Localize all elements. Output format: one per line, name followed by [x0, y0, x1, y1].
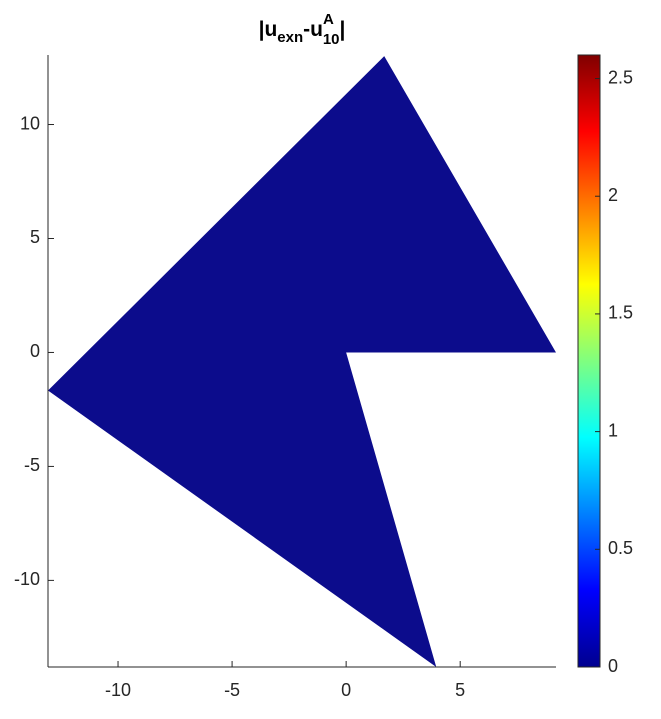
title-part: exn [277, 29, 303, 46]
x-tick-label: -10 [105, 680, 131, 700]
colorbar-tick-label: 2.5 [608, 67, 633, 87]
title-part: A [323, 11, 334, 28]
title-part: 10 [323, 31, 340, 48]
y-tick-label: 10 [20, 113, 40, 133]
y-tick-label: 0 [30, 341, 40, 361]
colorbar [577, 54, 601, 668]
title-part: -u [303, 18, 323, 41]
colorbar-tick-label: 2 [608, 185, 618, 205]
title-part: | [340, 18, 346, 41]
y-tick-label: -5 [24, 455, 40, 475]
colorbar-tick-label: 1.5 [608, 303, 633, 323]
y-tick-label: -10 [14, 569, 40, 589]
colorbar-tick-label: 0 [608, 656, 618, 676]
title-part: |u [259, 18, 278, 41]
colorbar-tick-label: 1 [608, 420, 618, 440]
colorbar-tick-label: 0.5 [608, 538, 633, 558]
x-tick-label: 0 [341, 680, 351, 700]
chart-title: |uexn-uA 10| [259, 11, 346, 48]
patch [48, 56, 556, 668]
x-tick-label: 5 [455, 680, 465, 700]
y-tick-label: 5 [30, 227, 40, 247]
x-tick-label: -5 [224, 680, 240, 700]
